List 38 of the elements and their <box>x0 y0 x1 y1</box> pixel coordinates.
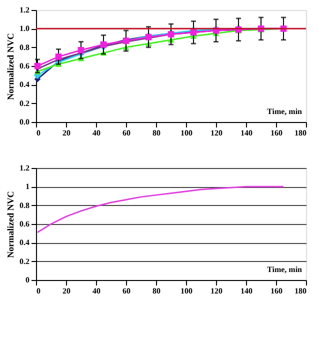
y-tick-label: 1.2 <box>20 164 30 172</box>
x-tick-label: 160 <box>270 128 282 138</box>
y-tick-label: 0.0 <box>20 118 30 126</box>
y-tick-label: 0.8 <box>20 42 30 52</box>
y-tick-label: 1.2 <box>20 6 30 14</box>
x-tick-label: 20 <box>62 128 70 138</box>
x-tick-label: 100 <box>180 128 192 138</box>
x-axis-title: Time, min <box>267 265 303 274</box>
x-tick-label: 80 <box>152 128 160 138</box>
x-tick-label: 0 <box>36 128 40 138</box>
y-tick-label: 0.6 <box>20 62 30 70</box>
x-tick-label: 180 <box>294 286 306 296</box>
y-tick-label: 0.2 <box>20 256 30 266</box>
x-tick-label: 20 <box>62 286 70 296</box>
y-tick-label: 0.4 <box>20 238 30 248</box>
y-tick-label: 0.8 <box>20 200 30 210</box>
x-tick-label: 120 <box>210 128 222 138</box>
x-tick-label: 40 <box>92 128 100 138</box>
y-axis-title: Normalized NVC <box>6 191 16 258</box>
x-tick-label: 160 <box>270 286 282 296</box>
x-tick-label: 60 <box>122 128 130 138</box>
x-tick-label: 60 <box>122 286 130 296</box>
x-tick-label: 0 <box>36 286 40 296</box>
y-tick-label: 0.2 <box>20 98 30 108</box>
x-tick-label: 100 <box>180 286 192 296</box>
x-axis-title: Time, min <box>267 107 303 116</box>
x-tick-label: 180 <box>294 128 306 138</box>
y-axis-title: Normalized NVC <box>6 33 16 100</box>
y-tick-label: 1.0 <box>20 24 30 34</box>
y-tick-label: 0 <box>26 276 30 284</box>
x-tick-label: 140 <box>240 286 252 296</box>
y-tick-label: 0.6 <box>20 220 30 228</box>
x-tick-label: 80 <box>152 286 160 296</box>
y-tick-label: 0.4 <box>20 80 30 90</box>
x-tick-label: 140 <box>240 128 252 138</box>
x-tick-label: 120 <box>210 286 222 296</box>
y-tick-label: 1 <box>26 182 30 192</box>
x-tick-label: 40 <box>92 286 100 296</box>
